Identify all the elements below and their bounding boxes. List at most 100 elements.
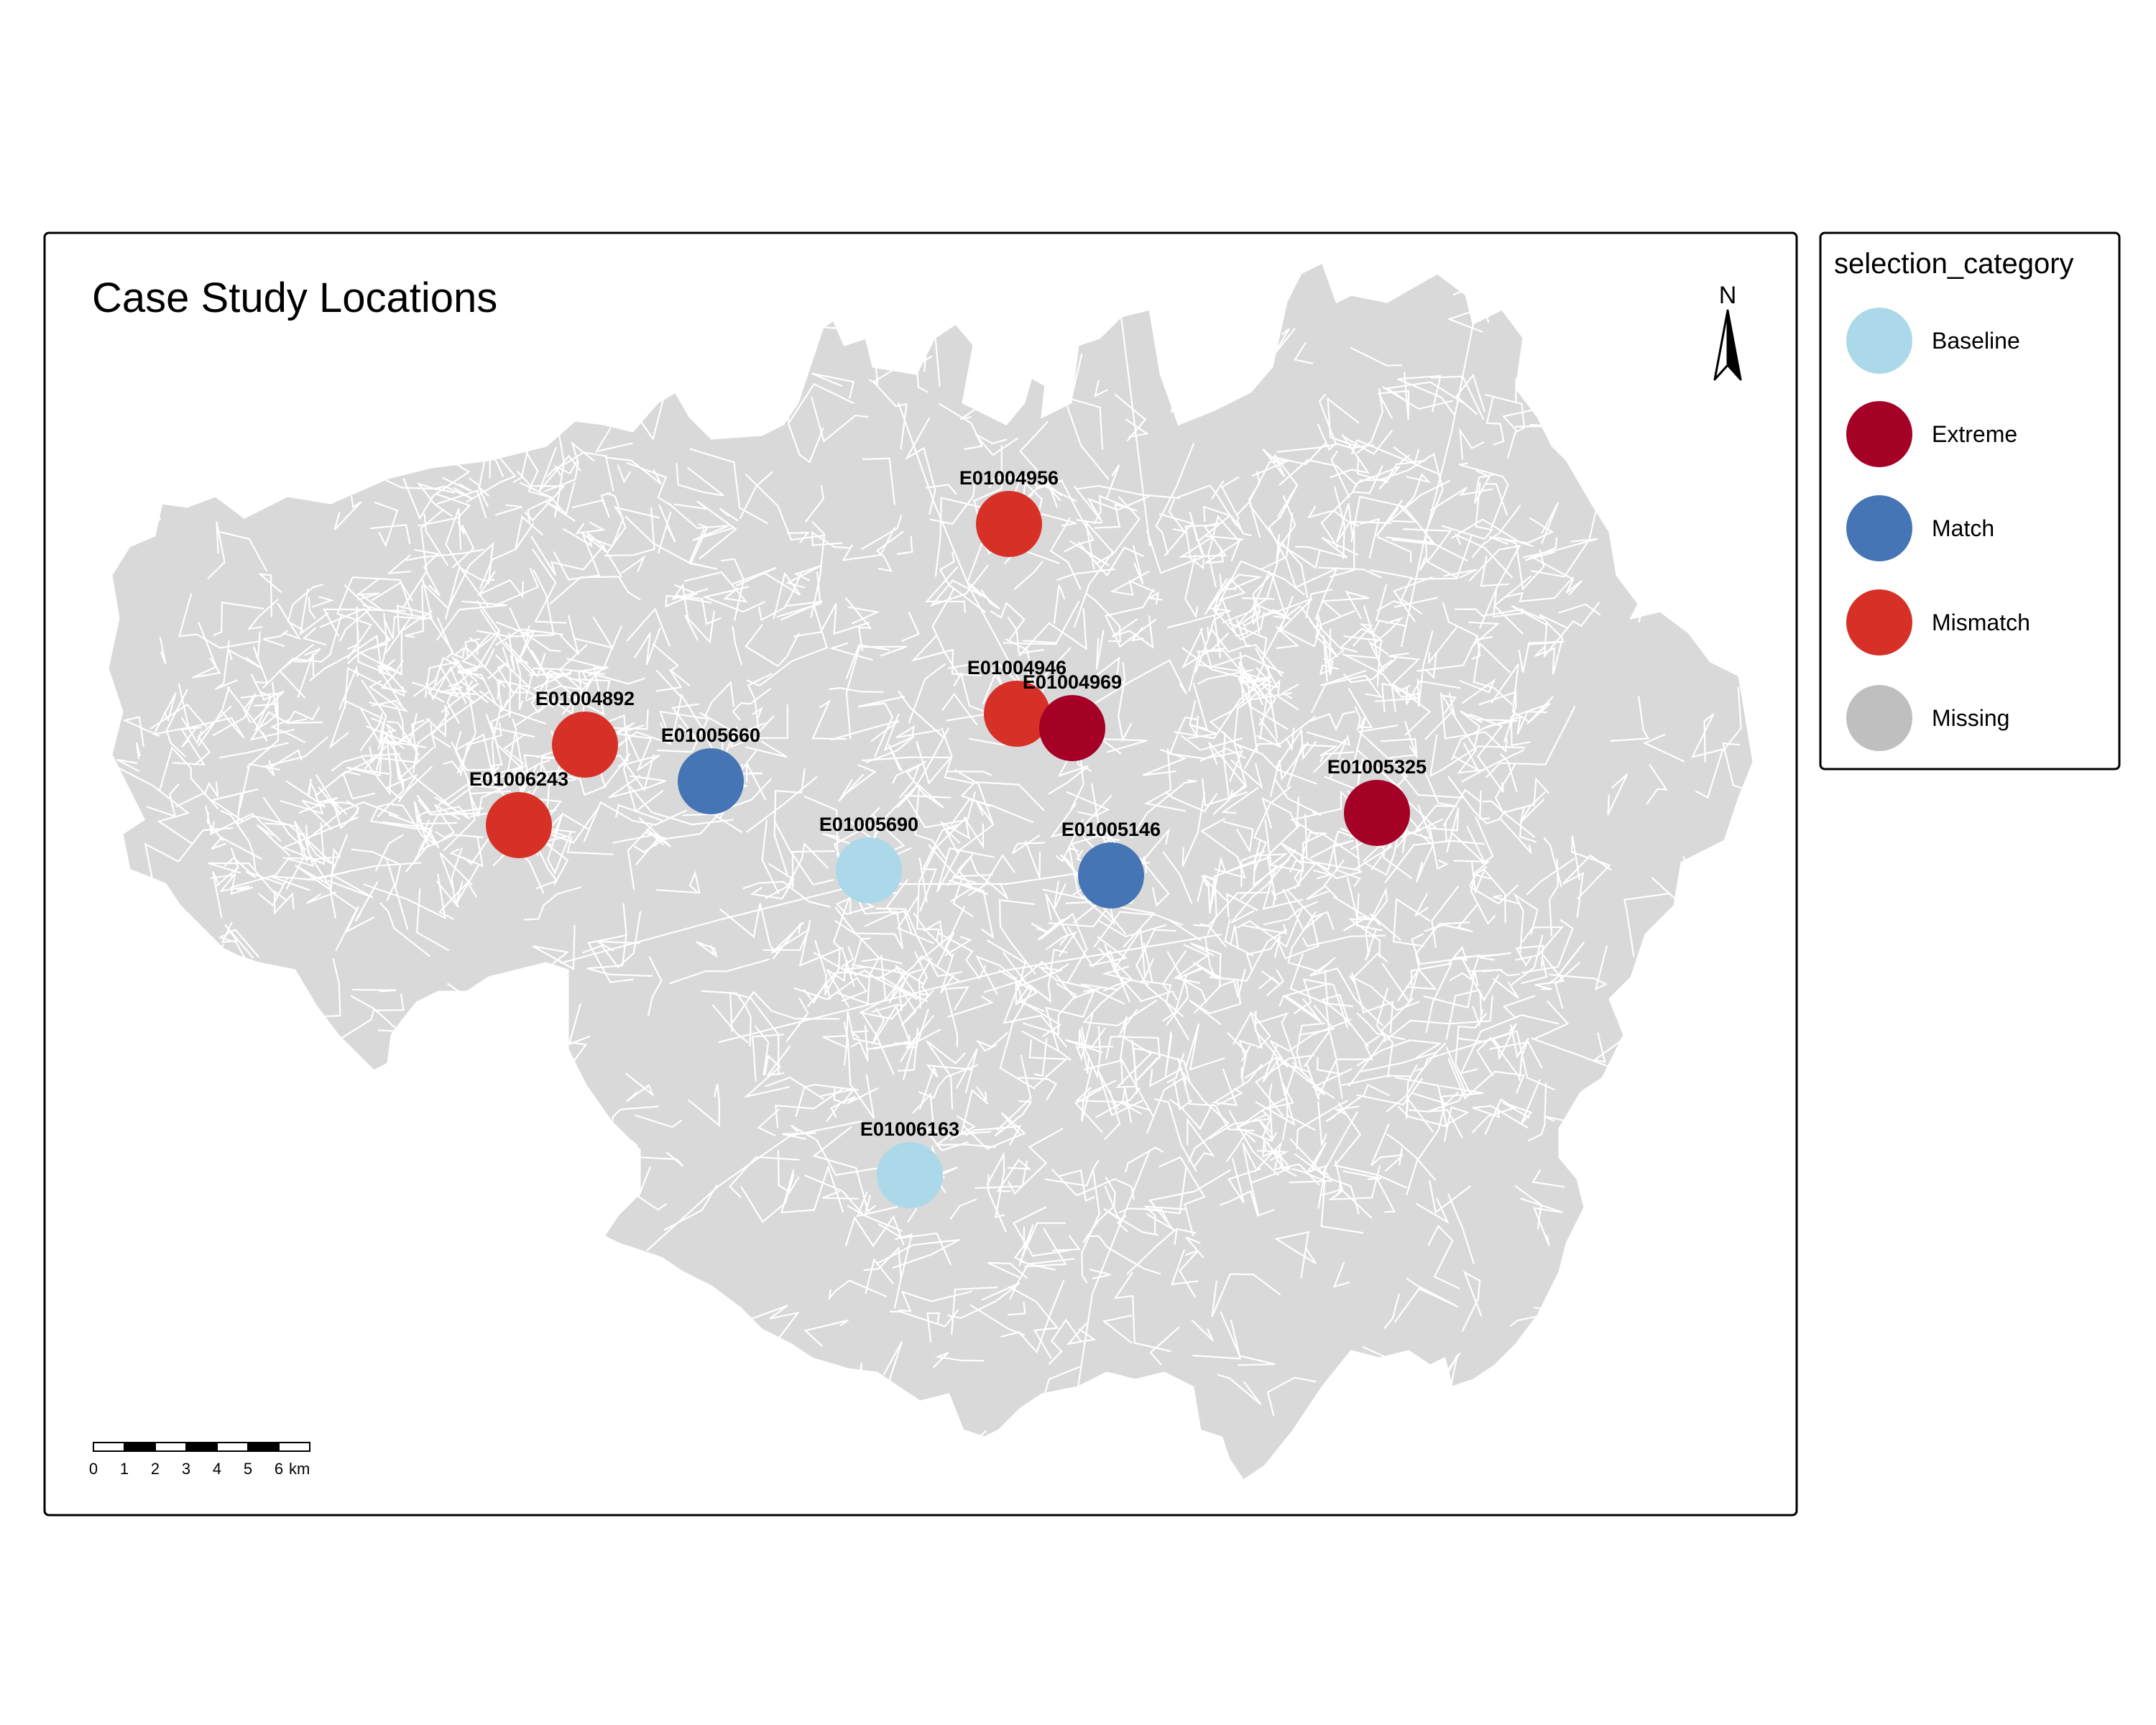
boundary-line xyxy=(1120,1058,1154,1118)
boundary-line xyxy=(1023,600,1080,644)
boundary-line xyxy=(951,1287,998,1335)
location-marker-mismatch[interactable] xyxy=(552,712,618,778)
boundary-line xyxy=(791,1124,877,1177)
boundary-line xyxy=(1230,849,1296,924)
boundary-line xyxy=(192,621,221,678)
boundary-line xyxy=(1409,534,1473,580)
location-marker-extreme[interactable] xyxy=(1344,780,1410,846)
location-marker-baseline[interactable] xyxy=(836,837,902,903)
scale-bar: 0 1 2 3 4 5 6 km xyxy=(89,1442,310,1478)
boundary-line xyxy=(214,847,239,888)
boundary-line xyxy=(1291,1168,1364,1234)
boundary-line xyxy=(1393,1277,1459,1323)
boundary-line xyxy=(1120,1087,1142,1115)
boundary-line xyxy=(205,805,216,835)
boundary-line xyxy=(745,740,788,758)
boundary-line xyxy=(1003,642,1057,645)
boundary-line xyxy=(1531,1169,1565,1188)
boundary-line xyxy=(720,558,745,621)
boundary-line xyxy=(368,679,405,742)
location-marker-match[interactable] xyxy=(1078,842,1144,908)
boundary-line xyxy=(1133,1047,1191,1095)
boundary-line xyxy=(221,921,254,959)
boundary-line xyxy=(1279,994,1322,1024)
boundary-line xyxy=(494,567,540,607)
location-marker-baseline[interactable] xyxy=(877,1142,943,1208)
boundary-line xyxy=(1120,316,1151,547)
boundary-line xyxy=(1482,800,1535,814)
boundary-line xyxy=(883,1340,903,1383)
boundary-line xyxy=(916,727,953,785)
boundary-line xyxy=(1474,469,1494,504)
boundary-line xyxy=(1013,561,1044,591)
boundary-line xyxy=(532,924,576,976)
boundary-line xyxy=(1514,1185,1542,1230)
boundary-line xyxy=(1317,1057,1343,1075)
boundary-line xyxy=(1018,608,1087,657)
boundary-line xyxy=(1558,603,1601,616)
boundary-line xyxy=(786,564,822,589)
boundary-line xyxy=(530,535,605,576)
boundary-line xyxy=(638,816,671,847)
boundary-line xyxy=(531,548,567,624)
location-marker-mismatch[interactable] xyxy=(976,491,1042,557)
boundary-line xyxy=(939,551,987,613)
boundary-line xyxy=(1097,947,1134,992)
location-marker-mismatch[interactable] xyxy=(486,792,552,858)
boundary-line xyxy=(1267,442,1327,466)
boundary-line xyxy=(1086,1235,1161,1275)
boundary-line xyxy=(719,507,739,522)
boundary-line xyxy=(1012,1206,1070,1257)
boundary-line xyxy=(847,606,880,625)
boundary-line xyxy=(1250,1166,1297,1184)
boundary-line xyxy=(1276,625,1322,649)
boundary-line xyxy=(1348,975,1420,1011)
boundary-line xyxy=(1253,1141,1320,1186)
boundary-line xyxy=(1439,691,1508,753)
boundary-line xyxy=(877,1223,952,1266)
boundary-line xyxy=(1132,545,1144,585)
boundary-line xyxy=(775,1087,844,1128)
boundary-line xyxy=(673,500,737,560)
boundary-line xyxy=(671,583,709,622)
boundary-line xyxy=(1342,657,1397,684)
boundary-line xyxy=(846,764,877,794)
boundary-line xyxy=(702,586,765,613)
boundary-line xyxy=(581,669,645,685)
study-region xyxy=(106,260,1755,1483)
boundary-line xyxy=(1515,926,1565,961)
location-marker-match[interactable] xyxy=(678,748,744,814)
boundary-line xyxy=(308,957,341,1018)
boundary-line xyxy=(1319,751,1355,763)
boundary-line xyxy=(1384,1147,1403,1172)
boundary-line xyxy=(1188,682,1217,740)
boundary-line xyxy=(451,600,501,691)
boundary-line xyxy=(1426,807,1460,852)
boundary-line xyxy=(1280,540,1309,599)
boundary-line xyxy=(1388,652,1421,712)
location-marker-mismatch[interactable] xyxy=(984,681,1050,747)
boundary-line xyxy=(696,941,718,957)
boundary-line xyxy=(346,729,405,777)
boundary-line xyxy=(1469,713,1504,793)
boundary-line xyxy=(1135,929,1184,1018)
boundary-line xyxy=(1332,843,1361,888)
boundary-line xyxy=(1148,1169,1232,1231)
boundary-line xyxy=(831,719,900,742)
legend-label-baseline: Baseline xyxy=(1932,328,2020,354)
boundary-line xyxy=(1266,1376,1317,1417)
boundary-line xyxy=(487,662,529,694)
scale-bar-segment xyxy=(278,1442,310,1452)
boundary-line xyxy=(1111,615,1154,649)
boundary-line xyxy=(1074,1087,1104,1133)
location-marker-extreme[interactable] xyxy=(1039,695,1105,761)
boundary-line xyxy=(929,470,977,525)
boundary-line xyxy=(1147,592,1163,605)
boundary-line xyxy=(1213,574,1263,612)
boundary-line xyxy=(777,1150,800,1194)
boundary-line xyxy=(896,535,913,555)
boundary-line xyxy=(896,896,935,944)
boundary-line xyxy=(1019,420,1059,508)
boundary-line xyxy=(773,768,806,875)
boundary-line xyxy=(1429,734,1526,778)
